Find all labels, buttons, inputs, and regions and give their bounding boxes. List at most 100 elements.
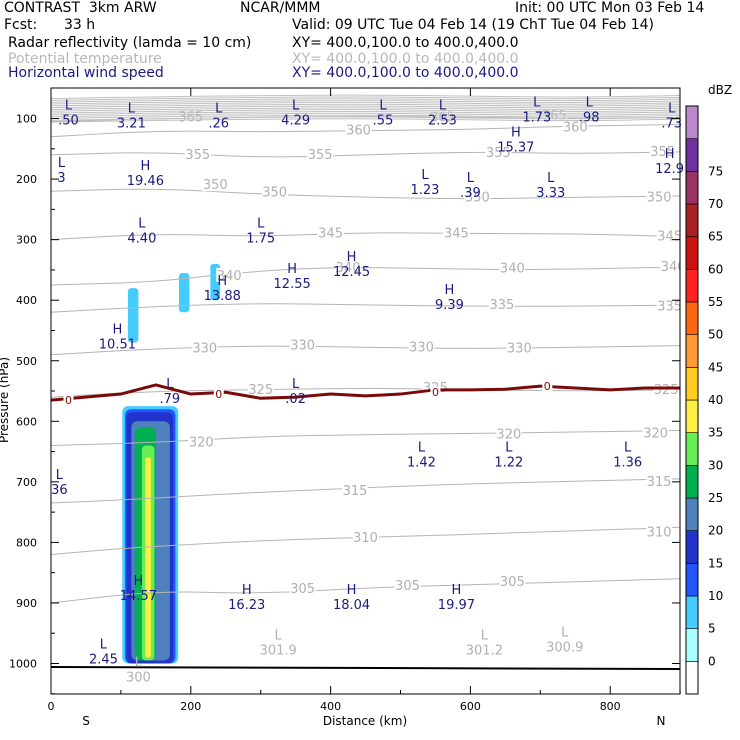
theta-label-bg bbox=[342, 482, 369, 497]
theta-label-bg bbox=[408, 339, 435, 354]
wind-extremum-value: .02 bbox=[285, 392, 306, 407]
wind-extremum-type: L bbox=[421, 168, 429, 183]
colorbar-label: 70 bbox=[708, 197, 723, 211]
wind-extremum-value: 12.45 bbox=[333, 265, 370, 280]
colorbar-label: 65 bbox=[708, 230, 723, 244]
wind-extremum-type: H bbox=[287, 262, 297, 277]
x-tick-label: 0 bbox=[48, 700, 55, 713]
init-time: Init: 00 UTC Mon 03 Feb 14 bbox=[515, 0, 705, 16]
theta-label-340: 340 bbox=[661, 260, 686, 275]
wind-extremum-value: 1.36 bbox=[613, 456, 642, 471]
wind-extremum-value: 1.73 bbox=[522, 110, 551, 125]
freezing-label-bg bbox=[63, 394, 74, 406]
wind-extremum-value: 19.46 bbox=[127, 174, 164, 189]
forecast-hour: 33 h bbox=[64, 17, 96, 33]
theta-label-bg bbox=[562, 119, 589, 134]
wind-extremum-value: 1.75 bbox=[246, 232, 275, 247]
theta-label-320: 320 bbox=[189, 435, 214, 450]
y-tick-label: 600 bbox=[16, 415, 37, 428]
colorbar-label: 45 bbox=[708, 360, 723, 374]
theta-label-340: 340 bbox=[500, 262, 525, 277]
theta-label-bg bbox=[307, 146, 334, 161]
wind-extremum-type: L bbox=[586, 95, 594, 110]
freezing-level-label: 0 bbox=[215, 388, 222, 401]
theta-label-bg bbox=[188, 434, 215, 449]
endpoint-right: N bbox=[657, 714, 666, 728]
theta-label-bg bbox=[646, 189, 673, 204]
theta-label-340: 340 bbox=[217, 269, 242, 284]
wind-extremum-value: 4.29 bbox=[281, 113, 310, 128]
theta-label-bg bbox=[352, 530, 379, 545]
theta-contour-upper bbox=[51, 98, 680, 103]
colorbar-label: 50 bbox=[708, 328, 723, 342]
field-xy-wind: XY= 400.0,100.0 to 400.0,400.0 bbox=[292, 65, 519, 81]
wind-extremum-type: L bbox=[533, 95, 541, 110]
theta-label-bg bbox=[202, 177, 229, 192]
theta-label-bg bbox=[247, 381, 274, 396]
wind-extremum-value: 14.57 bbox=[120, 589, 157, 604]
theta-contour-upper bbox=[51, 109, 680, 114]
wind-extremum-value: .55 bbox=[373, 113, 394, 128]
theta-label-350: 350 bbox=[262, 185, 287, 200]
theta-label-340: 340 bbox=[336, 261, 361, 276]
theta-contour-upper bbox=[51, 112, 680, 118]
colorbar-label: 5 bbox=[708, 622, 716, 636]
model-title: CONTRAST 3km ARW bbox=[4, 0, 157, 16]
wind-extremum-type: L bbox=[439, 98, 447, 113]
wind-extremum-type: H bbox=[347, 583, 357, 598]
x-tick-label: 600 bbox=[460, 700, 481, 713]
ground-surface bbox=[50, 666, 681, 670]
theta-label-bg bbox=[289, 337, 316, 352]
colorbar-swatch bbox=[685, 334, 699, 368]
theta-contour-upper bbox=[51, 94, 680, 100]
theta-label-bg bbox=[646, 524, 673, 539]
colorbar-swatch bbox=[685, 171, 699, 205]
theta-label-bg bbox=[499, 573, 526, 588]
theta-extremum-value: 300 bbox=[126, 671, 151, 686]
theta-label-bg bbox=[443, 225, 470, 240]
theta-label-bg bbox=[335, 260, 362, 275]
x-tick-label: 200 bbox=[180, 700, 201, 713]
field-name-reflectivity: Radar reflectivity (lamda = 10 cm) bbox=[8, 35, 252, 51]
wind-extremum-value: 19.97 bbox=[438, 598, 475, 613]
theta-label-bg bbox=[488, 297, 515, 312]
organization: NCAR/MMM bbox=[240, 0, 321, 16]
theta-extremum-type: L bbox=[135, 656, 143, 671]
freezing-level-label: 0 bbox=[432, 386, 439, 399]
colorbar-label: 30 bbox=[708, 458, 723, 472]
colorbar-label: 60 bbox=[708, 262, 723, 276]
theta-label-330: 330 bbox=[507, 342, 532, 357]
colorbar-label: 10 bbox=[708, 589, 723, 603]
theta-label-bg bbox=[495, 426, 522, 441]
theta-label-325: 325 bbox=[248, 383, 273, 398]
theta-label-350: 350 bbox=[465, 190, 490, 205]
wind-extremum-type: L bbox=[100, 637, 108, 652]
wind-extremum-value: .98 bbox=[579, 110, 600, 125]
theta-contour-upper bbox=[51, 107, 680, 112]
forecast-label: Fcst: bbox=[4, 17, 38, 33]
theta-extremum-type: L bbox=[481, 628, 489, 643]
theta-label-bg bbox=[216, 267, 243, 282]
theta-extremum-type: L bbox=[275, 628, 283, 643]
freezing-label-bg bbox=[542, 380, 553, 392]
freezing-label-bg bbox=[430, 386, 441, 398]
theta-contour-upper bbox=[51, 103, 680, 109]
colorbar-swatch bbox=[685, 628, 699, 662]
reflectivity-cell-7 bbox=[178, 272, 190, 313]
wind-extremum-value: 9.39 bbox=[435, 298, 464, 313]
y-tick-label: 1000 bbox=[9, 658, 37, 671]
colorbar-label: 0 bbox=[708, 654, 716, 668]
wind-extremum-value: 3 bbox=[57, 171, 65, 186]
theta-extremum-value: 301.2 bbox=[466, 643, 503, 658]
endpoint-left: S bbox=[82, 714, 90, 728]
colorbar: 0 5 10 15 20 25 30 35 40 45 50 55 60 65 70 75 bbox=[685, 105, 723, 695]
theta-label-bg bbox=[345, 122, 372, 137]
wind-extremum-value: 18.04 bbox=[333, 598, 370, 613]
x-tick-label: 800 bbox=[600, 700, 621, 713]
colorbar-label: 15 bbox=[708, 556, 723, 570]
theta-label-bg bbox=[499, 260, 526, 275]
theta-label-325: 325 bbox=[654, 383, 679, 398]
colorbar-swatch bbox=[685, 465, 699, 499]
colorbar-swatch bbox=[685, 595, 699, 629]
